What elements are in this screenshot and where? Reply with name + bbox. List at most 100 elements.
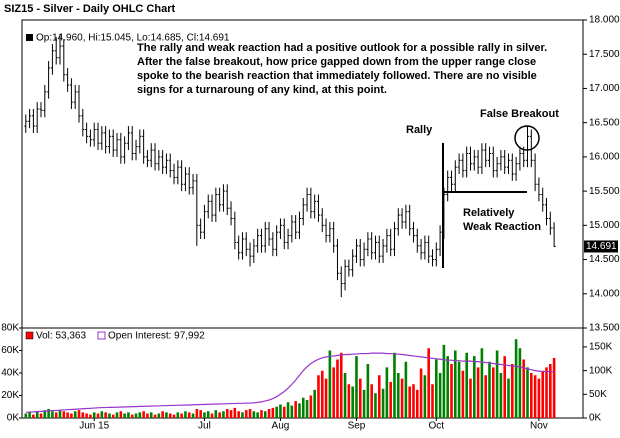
volume-bar (339, 352, 343, 418)
volume-bar (70, 413, 73, 418)
last-price-box (584, 240, 618, 253)
volume-bar (187, 412, 191, 418)
volume-bar (225, 409, 229, 418)
volume-bar (165, 412, 168, 418)
volume-bar (526, 367, 529, 418)
y-tick-label: 20K (1, 390, 19, 401)
y-tick-label: 0K (7, 413, 20, 424)
volume-bar (503, 356, 507, 418)
legend-label: Open Interest: 97,992 (108, 331, 205, 342)
volume-bar (427, 348, 430, 418)
volume-bar (267, 409, 271, 418)
volume-bar (218, 412, 221, 418)
volume-bar (58, 410, 62, 418)
open-interest-line (25, 352, 555, 413)
y-tick-label: 15.000 (589, 220, 620, 231)
volume-bar (222, 411, 225, 418)
legend-label: Vol: 53,363 (36, 331, 86, 342)
volume-bar (62, 411, 66, 418)
y-tick-label: 16.000 (589, 152, 620, 163)
volume-bar (488, 361, 491, 418)
breakout-circle (514, 125, 540, 151)
volume-bar (134, 413, 138, 418)
volume-bar (149, 412, 153, 418)
volume-bar (453, 350, 457, 418)
y2-tick-label: 100K (589, 365, 613, 376)
volume-bar (282, 406, 286, 418)
volume-bar (328, 350, 332, 418)
volume-bar (176, 412, 180, 418)
volume-bar (195, 409, 199, 418)
volume-bar (108, 413, 111, 418)
volume-bar (290, 405, 294, 418)
volume-bar (336, 359, 339, 418)
volume-bar (279, 404, 282, 418)
annotation-line: After the false breakout, how price gapp… (137, 56, 536, 68)
volume-bar (127, 412, 130, 418)
volume-bar (374, 393, 377, 418)
volume-bar (92, 412, 96, 418)
volume-bar (100, 411, 104, 418)
volume-bar (499, 373, 503, 418)
legend-swatch (26, 34, 33, 41)
annotation-line: signs for a turnaroung of any kind, at t… (137, 84, 387, 96)
volume-bar (203, 412, 206, 418)
volume-bar (130, 414, 134, 418)
x-tick-label: Aug (272, 421, 290, 432)
y-tick-label: 14.500 (589, 254, 620, 265)
volume-bar (366, 364, 370, 418)
volume-bar (214, 410, 218, 418)
y2-tick-label: 0K (589, 413, 602, 424)
y-tick-label: 17.500 (589, 49, 620, 60)
volume-bar (347, 384, 351, 418)
volume-bar (423, 375, 427, 418)
volume-bar (507, 378, 510, 418)
volume-bar (400, 378, 404, 418)
x-tick-label: Sep (348, 421, 366, 432)
volume-bar (73, 411, 77, 418)
y-tick-label: 13.500 (589, 323, 620, 334)
volume-bar (362, 389, 366, 418)
y-tick-label: 18.000 (589, 15, 620, 26)
volume-bar (260, 410, 263, 418)
volume-bar (77, 410, 81, 418)
volume-bar (96, 413, 100, 418)
volume-bar (389, 382, 392, 418)
volume-bar (465, 352, 468, 418)
annotation-weak: Relatively (463, 207, 515, 219)
y2-tick-label: 150K (589, 342, 613, 353)
y-tick-label: 40K (1, 368, 19, 379)
volume-bar (450, 364, 453, 418)
volume-bar (495, 350, 499, 418)
volume-bar (271, 407, 275, 418)
volume-bar (415, 389, 419, 418)
volume-bar (28, 412, 31, 418)
volume-bar (469, 378, 472, 418)
volume-bar (457, 361, 461, 418)
volume-bar (438, 373, 442, 418)
volume-bar (32, 414, 35, 418)
volume-bar (161, 411, 164, 418)
volume-bar (229, 410, 233, 418)
volume-bar (81, 412, 85, 418)
volume-bar (237, 411, 240, 418)
volume-bar (138, 412, 142, 418)
volume-bar (442, 344, 446, 418)
volume-bar (111, 414, 115, 418)
volume-bar (294, 401, 297, 418)
chart-title: SIZ15 - Silver - Daily OHLC Chart (4, 3, 175, 15)
annotation-rally: Rally (406, 124, 433, 136)
volume-bar (301, 397, 305, 418)
last-price-label: 14.691 (586, 241, 617, 252)
volume-bar (358, 378, 362, 418)
volume-bar (552, 357, 556, 418)
volume-bar (89, 414, 92, 418)
volume-bar (146, 413, 149, 418)
volume-bar (180, 413, 183, 418)
volume-bar (47, 409, 50, 418)
volume-bar (256, 412, 259, 418)
volume-bar (377, 375, 381, 418)
y-tick-label: 17.000 (589, 83, 620, 94)
